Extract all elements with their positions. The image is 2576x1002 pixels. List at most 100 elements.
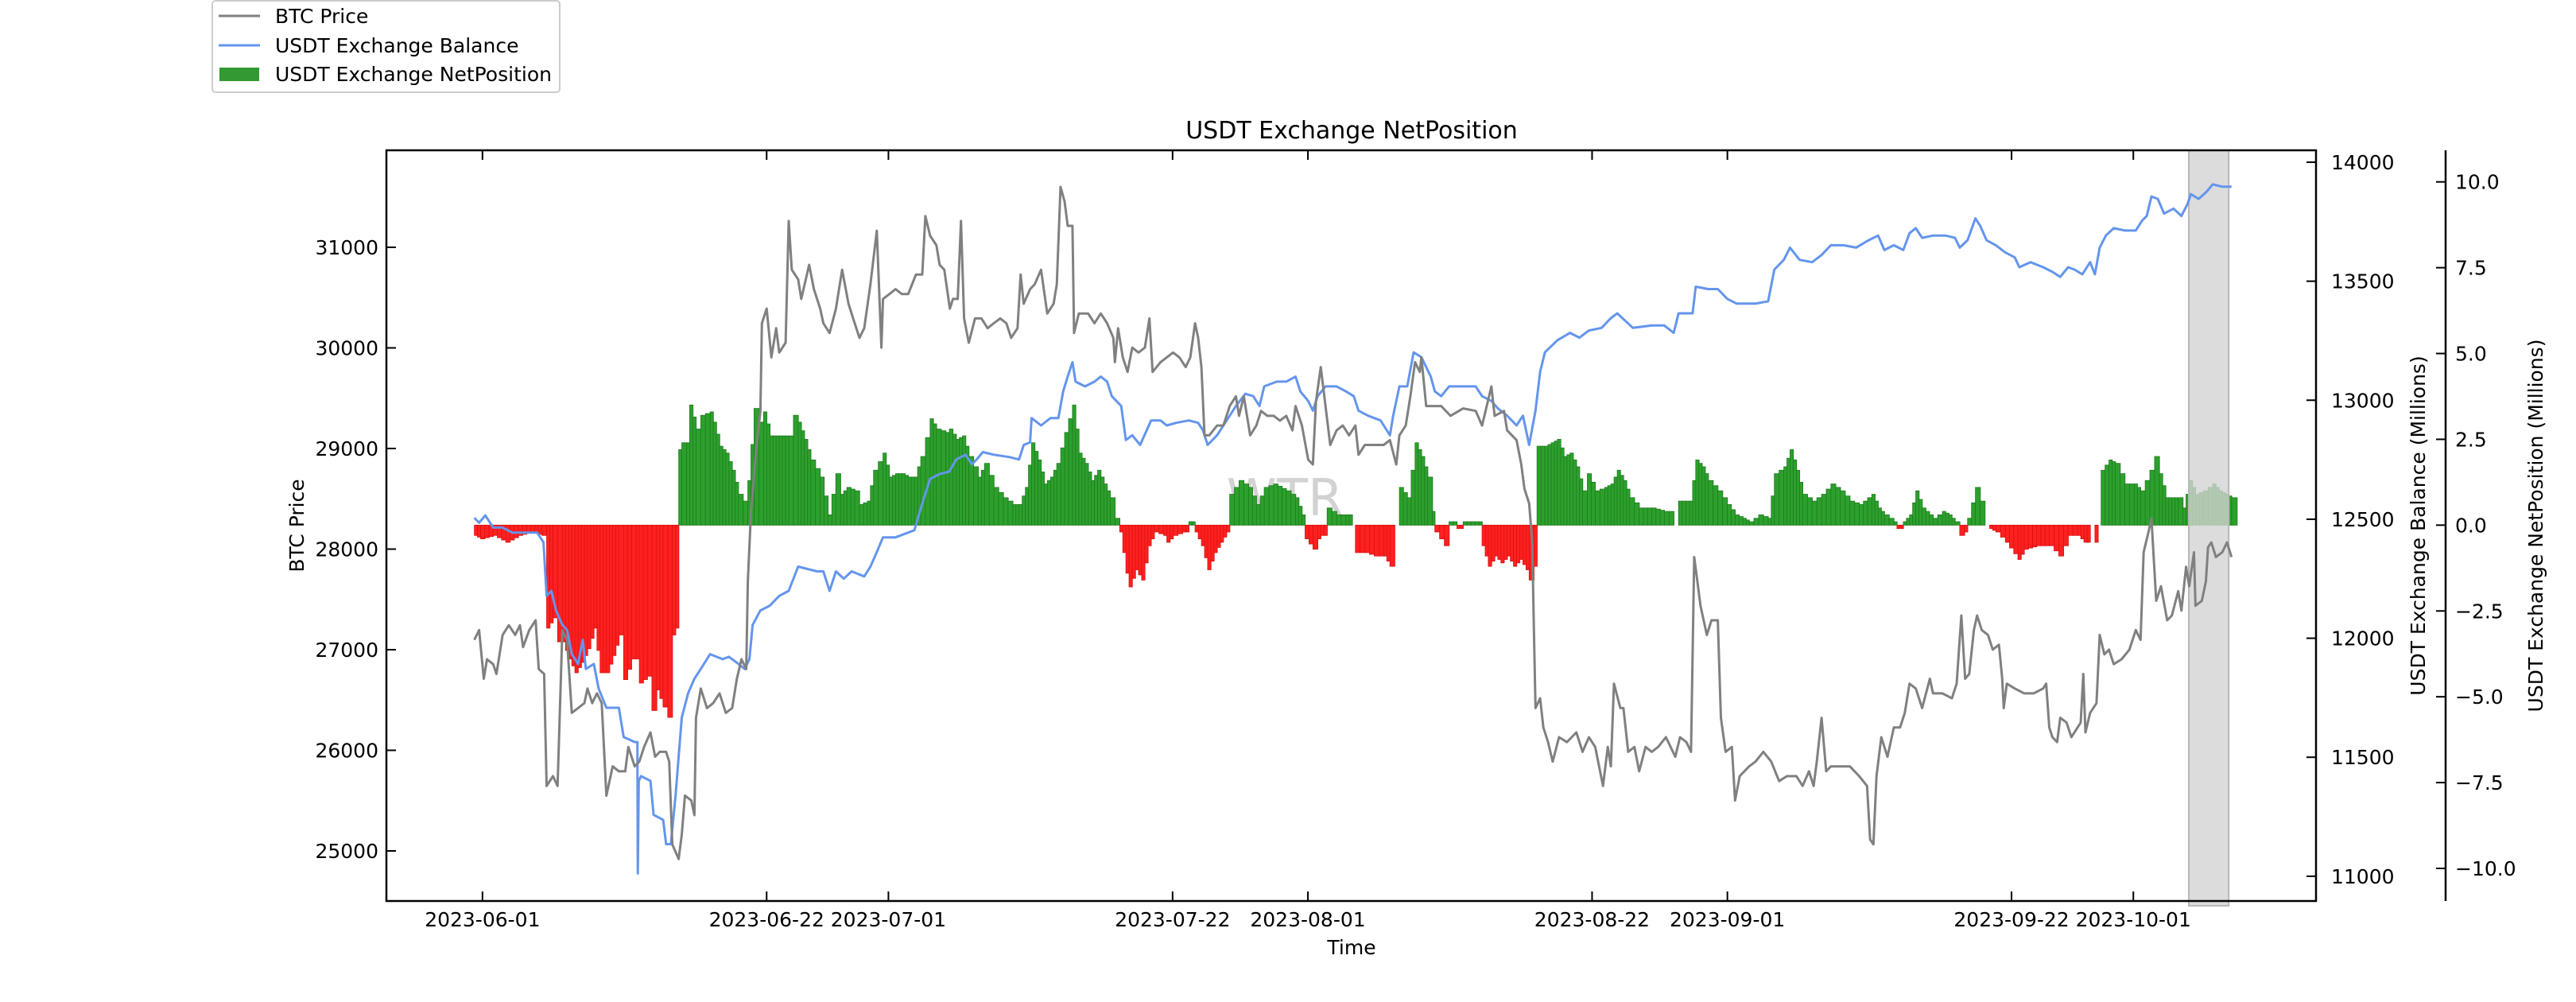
net-bar-negative [518,524,523,536]
net-bar-negative [2058,524,2065,557]
net-bar-positive [945,432,950,526]
btc-tick-label: 27000 [315,639,378,662]
net-bar-negative [505,524,511,543]
legend-box [211,0,561,93]
balance-tick-label: 12000 [2331,627,2395,651]
net-bar-positive [2115,463,2121,526]
net-bar-positive [700,414,706,526]
net-bar-positive [1980,500,1986,526]
net-bar-positive [831,494,836,526]
net-bar-positive [1967,518,1973,526]
net-bar-negative [627,524,632,670]
net-bar-negative [2009,524,2015,549]
net-bar-negative [1533,524,1538,567]
btc-tick-label: 26000 [315,739,378,762]
net-bar-negative [1378,524,1385,557]
net-bar-positive [1536,445,1542,526]
net-bar-positive [1068,418,1073,526]
net-bar-positive [1682,500,1687,526]
net-bar-negative [623,524,628,680]
x-tick-label: 2023-06-22 [709,908,824,931]
net-bar-positive [873,469,879,526]
net-bar-negative [2044,524,2050,546]
net-bar-positive [1432,511,1436,526]
net-bar-positive [1854,502,1860,526]
net-bar-positive [1634,502,1640,526]
net-bar-negative [2062,524,2069,546]
net-bar-positive [1243,484,1250,526]
net-bar-positive [1655,508,1661,526]
net-bar-positive [1466,521,1472,526]
net-bar-negative [1434,524,1441,533]
net-bar-positive [1234,487,1240,526]
net-bar-positive [863,502,868,526]
netposition-axis-label: USDT Exchange NetPosition (Millions) [2524,340,2547,713]
x-tick-label: 2023-07-22 [1115,908,1230,931]
highlight-region-rect [2188,150,2230,907]
net-bar-positive [1816,497,1822,526]
net-bar-positive [993,487,999,526]
net-bar-negative [2027,524,2034,549]
netposition-bars [474,404,2238,718]
net-bar-positive [1763,516,1769,526]
net-bar-positive [1811,500,1818,526]
net-bar-positive [1722,497,1728,526]
net-bar-negative [1439,524,1445,540]
net-bar-positive [1263,487,1270,526]
net-bar-positive [1748,521,1755,526]
net-bar-negative [638,524,644,684]
net-bar-negative [2000,524,2006,538]
net-bar-negative [1185,524,1189,533]
net-bar-negative [1226,524,1231,533]
net-bar-positive [1340,515,1347,526]
net-bar-positive [1056,463,1061,526]
net-bar-negative [1364,524,1371,553]
chart-title: USDT Exchange NetPosition [1185,117,1518,145]
netposition-tick-label: 7.5 [2455,257,2487,280]
net-bar-negative [1323,524,1328,536]
net-bar-positive [743,500,749,526]
net-bar-positive [1867,497,1872,526]
net-bar-negative [2067,524,2074,536]
net-bar-positive [2105,464,2110,526]
net-bar-positive [1678,500,1683,526]
net-bar-positive [1470,521,1476,526]
net-bar-positive [1738,516,1744,526]
balance-tick-label: 11000 [2331,865,2395,888]
net-bar-positive [758,421,765,526]
net-bar-positive [1273,484,1278,526]
netposition-tick-label: −5.0 [2455,685,2504,709]
net-bar-positive [1758,515,1764,526]
net-bar-positive [1922,507,1926,526]
net-bar-negative [2049,524,2055,546]
x-tick-label: 2023-09-22 [1953,908,2069,931]
net-bar-negative [1308,524,1314,545]
net-bar-positive [878,461,884,526]
netposition-tick-label: 2.5 [2455,428,2487,451]
legend: BTC Price USDT Exchange Balance USDT Exc… [211,0,561,93]
net-bar-negative [1173,524,1179,536]
net-bar-positive [1286,490,1292,526]
balance-tick-label: 11500 [2331,746,2395,769]
net-bar-positive [788,435,794,526]
net-bar-positive [1302,515,1306,526]
net-bar-positive [1647,507,1653,526]
net-bar-positive [1806,497,1813,526]
net-bar-positive [2154,456,2160,526]
net-bar-positive [2124,484,2131,526]
net-bar-positive [827,515,832,526]
net-bar-positive [1247,487,1253,526]
btc-tick-label: 29000 [315,437,378,460]
net-bar-positive [1003,497,1009,526]
btc-axis-label: BTC Price [285,479,308,572]
net-bar-positive [1727,504,1732,526]
axis-ticks: 2023-06-01 2023-06-22 2023-07-01 2023-07-22… [315,150,2516,931]
net-bar-positive [936,429,942,526]
x-axis-label: Time [1326,936,1375,959]
net-bar-negative [618,524,625,635]
net-bar-positive [998,491,1004,526]
net-bar-positive [681,442,688,526]
btc-tick-label: 28000 [315,538,378,561]
net-bar-positive [1599,488,1605,526]
net-bar-positive [1478,521,1483,526]
